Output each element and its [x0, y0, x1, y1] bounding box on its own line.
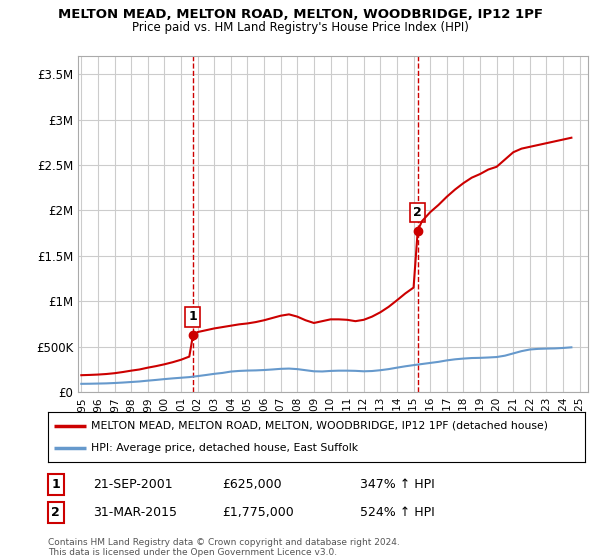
Text: MELTON MEAD, MELTON ROAD, MELTON, WOODBRIDGE, IP12 1PF (detached house): MELTON MEAD, MELTON ROAD, MELTON, WOODBR… [91, 421, 548, 431]
Text: MELTON MEAD, MELTON ROAD, MELTON, WOODBRIDGE, IP12 1PF: MELTON MEAD, MELTON ROAD, MELTON, WOODBR… [58, 8, 542, 21]
Text: 31-MAR-2015: 31-MAR-2015 [93, 506, 177, 519]
Text: 2: 2 [52, 506, 60, 519]
Text: 21-SEP-2001: 21-SEP-2001 [93, 478, 173, 491]
Text: £1,775,000: £1,775,000 [222, 506, 294, 519]
Text: Contains HM Land Registry data © Crown copyright and database right 2024.
This d: Contains HM Land Registry data © Crown c… [48, 538, 400, 557]
Text: 1: 1 [52, 478, 60, 491]
Text: Price paid vs. HM Land Registry's House Price Index (HPI): Price paid vs. HM Land Registry's House … [131, 21, 469, 34]
Text: 2: 2 [413, 206, 422, 219]
Text: £625,000: £625,000 [222, 478, 281, 491]
Text: 1: 1 [188, 310, 197, 324]
Text: 347% ↑ HPI: 347% ↑ HPI [360, 478, 435, 491]
Text: 524% ↑ HPI: 524% ↑ HPI [360, 506, 435, 519]
Text: HPI: Average price, detached house, East Suffolk: HPI: Average price, detached house, East… [91, 443, 358, 453]
